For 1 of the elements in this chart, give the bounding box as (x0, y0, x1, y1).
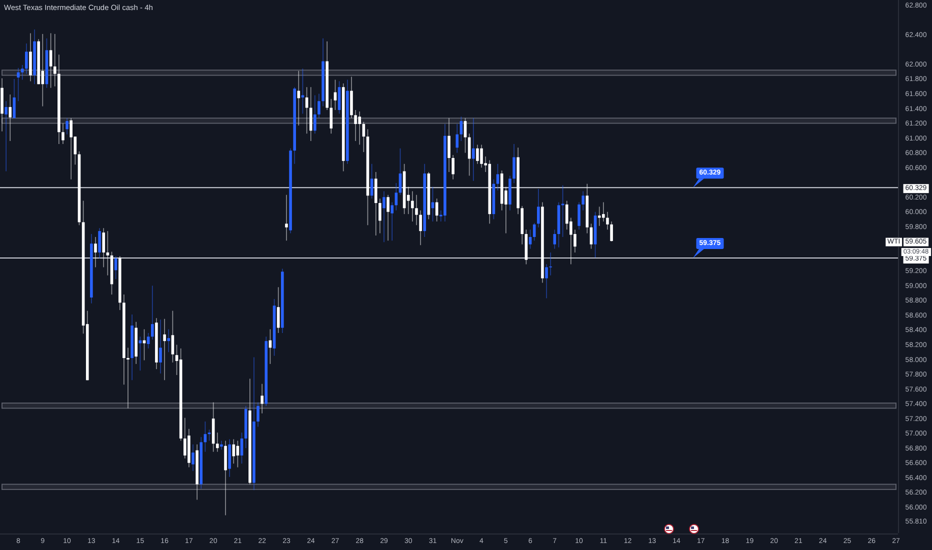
candlestick (220, 440, 223, 450)
